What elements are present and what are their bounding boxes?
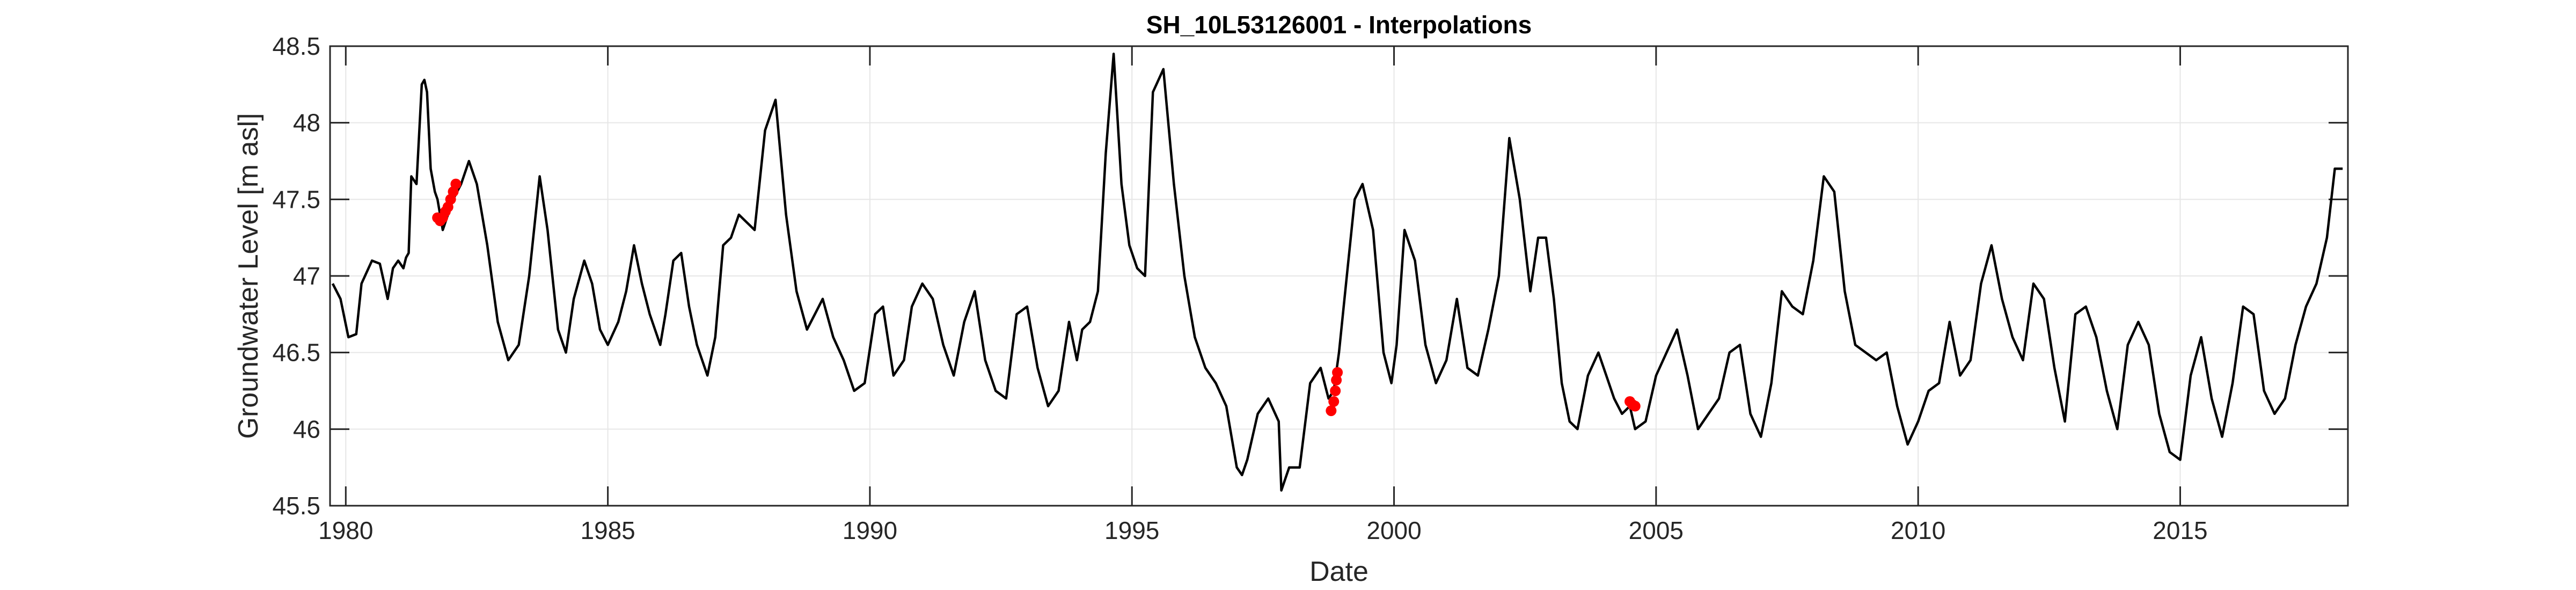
- y-tick-label: 48: [293, 109, 320, 137]
- y-tick-label: 46.5: [272, 339, 320, 367]
- interpolated-points-layer: [432, 178, 1641, 417]
- x-tick-label: 1980: [318, 516, 373, 544]
- interpolated-point: [1332, 367, 1343, 378]
- x-tick-label: 1995: [1104, 516, 1159, 544]
- chart-title: SH_10L53126001 - Interpolations: [1146, 11, 1532, 39]
- x-tick-label: 2005: [1629, 516, 1684, 544]
- x-tick-label: 2010: [1891, 516, 1945, 544]
- x-axis-label: Date: [1309, 556, 1368, 587]
- series-line: [331, 53, 2343, 492]
- y-tick-label: 46: [293, 415, 320, 443]
- tick-layer: 1980 1985 1990 1995 2000 2005 2010 2015 45.5 46 46…: [272, 32, 2348, 544]
- interpolated-point: [1326, 405, 1337, 417]
- x-tick-label: 2015: [2153, 516, 2207, 544]
- interpolated-point: [1330, 385, 1341, 396]
- interpolated-point: [1629, 400, 1641, 412]
- interpolated-point: [1328, 396, 1340, 407]
- y-axis-label: Groundwater Level [m asl]: [233, 113, 264, 439]
- y-tick-label: 47: [293, 262, 320, 290]
- x-tick-label: 2000: [1366, 516, 1421, 544]
- y-tick-label: 45.5: [272, 492, 320, 520]
- x-tick-label: 1990: [843, 516, 897, 544]
- y-tick-label: 48.5: [272, 32, 320, 60]
- interpolated-point: [450, 178, 462, 190]
- series-layer: [331, 53, 2343, 492]
- x-tick-label: 1985: [580, 516, 635, 544]
- y-tick-label: 47.5: [272, 185, 320, 213]
